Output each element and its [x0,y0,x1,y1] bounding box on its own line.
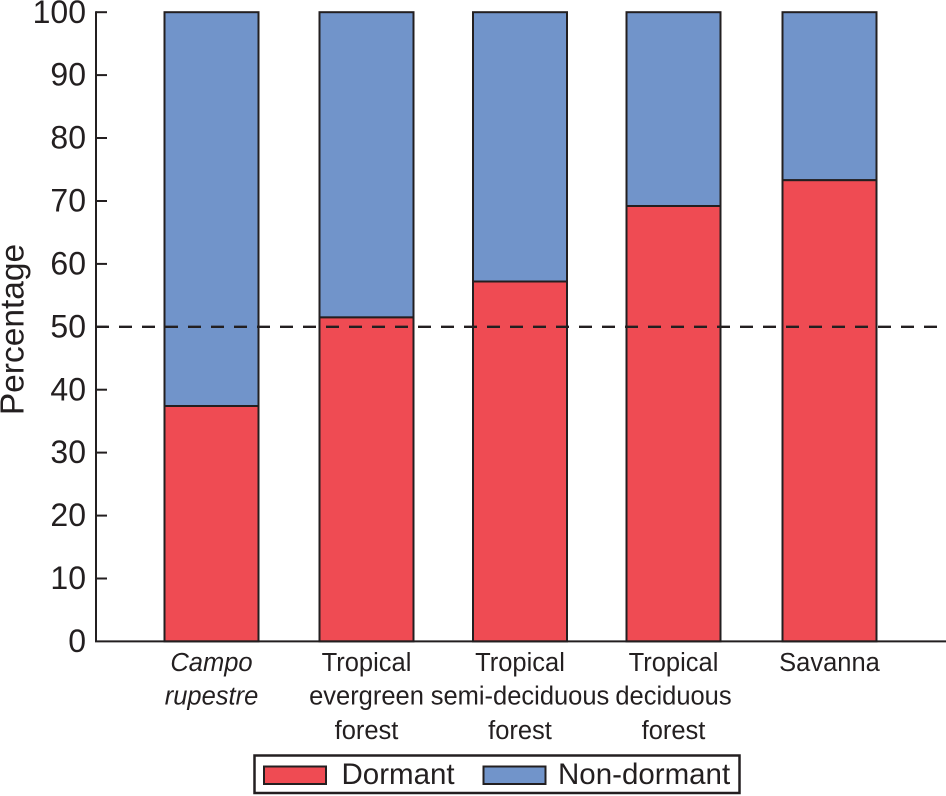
svg-text:70: 70 [50,183,86,219]
svg-text:Tropical: Tropical [629,649,719,677]
svg-text:Dormant: Dormant [342,758,455,791]
svg-text:50: 50 [50,308,86,344]
svg-text:Campo: Campo [170,649,252,677]
svg-text:0: 0 [68,623,86,659]
svg-text:100: 100 [33,0,86,30]
svg-text:rupestre: rupestre [165,683,259,711]
svg-text:80: 80 [50,120,86,156]
svg-text:forest: forest [642,717,706,745]
svg-text:evergreen: evergreen [309,683,424,711]
svg-text:Tropical: Tropical [322,649,412,677]
svg-text:deciduous: deciduous [615,683,731,711]
svg-text:semi-deciduous: semi-deciduous [431,683,610,711]
svg-text:10: 10 [50,560,86,596]
svg-text:Savanna: Savanna [779,649,880,677]
svg-text:90: 90 [50,57,86,93]
svg-text:Non-dormant: Non-dormant [558,758,730,791]
svg-text:Tropical: Tropical [475,649,565,677]
svg-text:20: 20 [50,497,86,533]
svg-text:forest: forest [335,717,399,745]
svg-text:30: 30 [50,434,86,470]
svg-text:Percentage: Percentage [0,244,32,415]
svg-text:60: 60 [50,246,86,282]
svg-text:40: 40 [50,371,86,407]
svg-text:forest: forest [488,717,552,745]
